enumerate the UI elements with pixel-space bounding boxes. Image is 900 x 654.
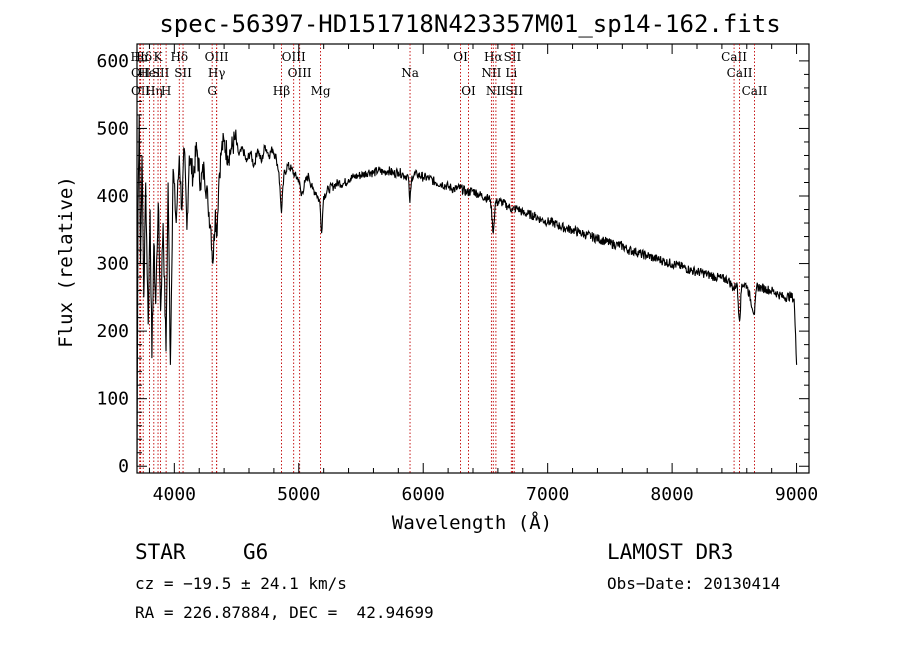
- line-label-17: Mg: [311, 84, 331, 98]
- object-class: STAR: [135, 540, 186, 564]
- emission-line-layer: HαOIIOIIHδHeIHηKSIIHHδSIIGOIIIHγHβOIIIOI…: [130, 44, 768, 473]
- line-label-28: CaII: [727, 66, 753, 80]
- chart-title: spec-56397-HD151718N423357M01_sp14-162.f…: [159, 10, 780, 38]
- plot-frame: [136, 43, 810, 474]
- y-axis-label: Flux (relative): [55, 176, 77, 348]
- obs-date: Obs−Date: 20130414: [607, 574, 781, 593]
- line-label-6: K: [154, 50, 164, 64]
- y-tick-label-4: 400: [96, 186, 129, 207]
- x-tick-label-1: 5000: [277, 484, 320, 505]
- redshift-readout: cz = −19.5 ± 24.1 km/s: [135, 574, 347, 593]
- line-label-20: OI: [461, 84, 476, 98]
- flux-series-line: [136, 114, 798, 467]
- line-label-12: OIII: [205, 50, 229, 64]
- line-label-7: SII: [152, 66, 170, 80]
- data-layer: [136, 114, 798, 467]
- line-label-14: Hβ: [273, 84, 290, 98]
- line-label-19: OI: [453, 50, 468, 64]
- y-tick-label-2: 200: [96, 321, 129, 342]
- line-label-9: Hδ: [170, 50, 188, 64]
- line-label-25: Li: [505, 66, 517, 80]
- line-label-18: Na: [401, 66, 419, 80]
- line-label-27: CaII: [721, 50, 747, 64]
- y-tick-label-3: 300: [96, 254, 129, 275]
- line-label-26: SII: [505, 84, 523, 98]
- x-axis-label: Wavelength (Å): [392, 511, 552, 534]
- y-tick-label-0: 0: [118, 456, 129, 477]
- line-label-15: OIII: [282, 50, 306, 64]
- line-label-8: H: [161, 84, 171, 98]
- y-tick-label-5: 500: [96, 118, 129, 139]
- line-label-10: SII: [174, 66, 192, 80]
- survey-name: LAMOST DR3: [607, 540, 734, 564]
- line-label-22: NII: [481, 66, 501, 80]
- line-label-24: SII: [504, 50, 522, 64]
- line-label-13: Hγ: [208, 66, 226, 80]
- y-tick-label-1: 100: [96, 389, 129, 410]
- coordinates: RA = 226.87884, DEC = 42.94699: [135, 603, 434, 622]
- line-label-11: G: [207, 84, 217, 98]
- x-tick-label-5: 9000: [775, 484, 818, 505]
- axis-ticks: 4000 5000 6000 7000 8000 9000 0 100 200 300 400 500…: [96, 44, 818, 505]
- x-tick-label-2: 6000: [402, 484, 445, 505]
- x-tick-label-0: 4000: [153, 484, 196, 505]
- line-label-29: CaII: [742, 84, 768, 98]
- line-label-16: OIII: [288, 66, 312, 80]
- line-label-21: Hα: [484, 50, 503, 64]
- y-tick-label-6: 600: [96, 51, 129, 72]
- x-tick-label-3: 7000: [526, 484, 569, 505]
- line-label-23: NII: [486, 84, 506, 98]
- x-tick-label-4: 8000: [650, 484, 693, 505]
- line-label-2: OII: [131, 84, 151, 98]
- object-subclass: G6: [243, 540, 269, 564]
- line-label-4: HeI: [138, 66, 161, 80]
